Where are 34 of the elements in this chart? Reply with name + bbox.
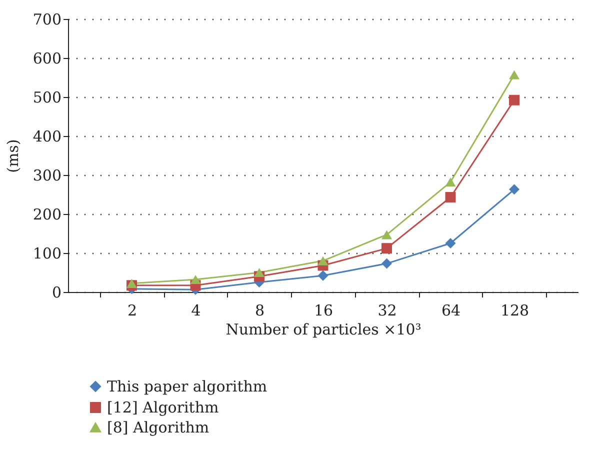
y-tick-label: 400 bbox=[32, 128, 62, 146]
point bbox=[382, 230, 392, 240]
point bbox=[190, 274, 201, 284]
x-tick-label: 32 bbox=[378, 302, 397, 320]
point bbox=[254, 268, 264, 278]
y-tick-label: 200 bbox=[32, 206, 62, 224]
legend-label: [12] Algorithm bbox=[107, 398, 219, 416]
y-tick-label: 500 bbox=[32, 88, 62, 106]
y-tick-label: 0 bbox=[52, 284, 62, 302]
y-axis-title: (ms) bbox=[4, 139, 22, 173]
point bbox=[318, 256, 328, 266]
x-axis-title: Number of particles ×10³ bbox=[226, 320, 422, 338]
point bbox=[445, 238, 456, 248]
point bbox=[445, 192, 456, 202]
x-tick-label: 64 bbox=[441, 302, 461, 320]
legend-label: This paper algorithm bbox=[107, 378, 268, 396]
point bbox=[382, 258, 392, 269]
point bbox=[318, 270, 328, 281]
legend-label: [8] Algorithm bbox=[107, 418, 210, 436]
point bbox=[126, 278, 137, 288]
y-tick-label: 100 bbox=[32, 244, 62, 262]
y-tick-label: 700 bbox=[32, 10, 62, 28]
x-tick-label: 4 bbox=[191, 302, 201, 320]
point bbox=[509, 184, 520, 195]
y-tick-label: 600 bbox=[32, 50, 62, 68]
point bbox=[382, 243, 392, 254]
point bbox=[509, 70, 520, 80]
x-tick-label: 16 bbox=[314, 302, 334, 320]
point bbox=[509, 94, 520, 106]
y-tick-label: 300 bbox=[32, 166, 62, 184]
x-tick-label: 128 bbox=[500, 302, 530, 320]
point bbox=[445, 177, 456, 187]
x-tick-label: 8 bbox=[254, 302, 265, 320]
x-tick-label: 2 bbox=[127, 302, 138, 320]
